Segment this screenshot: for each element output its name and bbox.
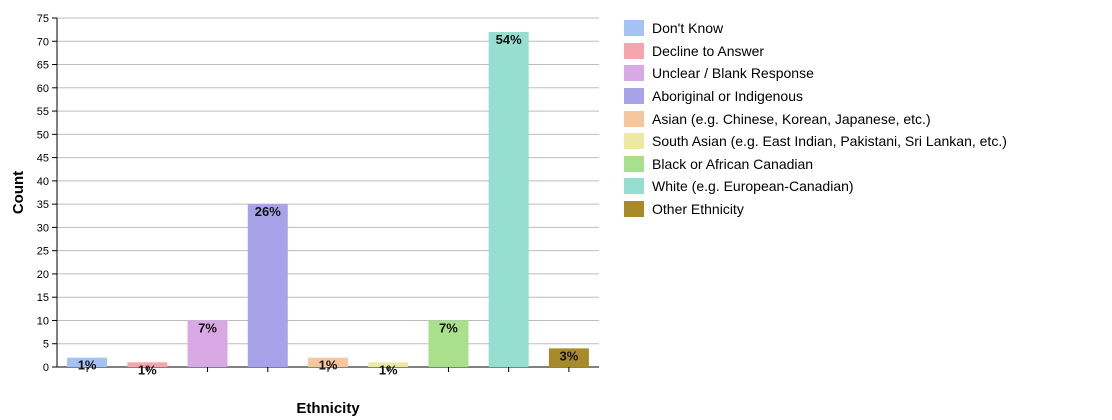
legend-swatch [624,42,644,59]
y-tick-label: 75 [37,13,49,25]
bar [308,357,348,367]
legend-swatch [624,88,644,105]
legend-swatch [624,201,644,218]
data-label: 1% [379,362,398,377]
legend-swatch [624,65,644,82]
data-label: 26% [255,204,281,219]
legend-label: Decline to Answer [652,42,765,59]
y-tick-label: 60 [37,83,49,95]
legend-label: Aboriginal or Indigenous [652,88,803,105]
legend-item: South Asian (e.g. East Indian, Pakistani… [624,130,1007,153]
legend-item: White (e.g. European-Canadian) [624,175,1007,198]
legend-swatch [624,178,644,195]
legend-item: Unclear / Blank Response [624,62,1007,85]
bar [127,362,168,367]
data-label: 1% [319,358,338,373]
y-tick-label: 35 [37,199,49,211]
y-tick-label: 50 [37,129,49,141]
legend-label: Unclear / Blank Response [652,65,814,82]
y-tick-label: 55 [37,106,49,118]
x-axis-ticks [86,367,570,372]
legend-swatch [624,155,644,172]
y-axis-ticks: 0 5 10 15 20 25 30 35 40 45 50 55 60 65 70 75 [37,13,57,374]
y-tick-label: 5 [43,339,49,351]
y-tick-label: 0 [43,362,49,374]
legend-swatch [624,133,644,150]
y-tick-label: 30 [37,222,49,234]
chart-legend: Don't Know Decline to Answer Unclear / Bla… [624,17,1007,220]
legend-swatch [624,110,644,127]
y-tick-label: 40 [37,176,49,188]
legend-item: Decline to Answer [624,40,1007,63]
data-label: 54% [496,32,522,47]
legend-label: Black or African Canadian [652,155,814,172]
x-axis-title: Ethnicity [296,400,360,417]
legend-label: Asian (e.g. Chinese, Korean, Japanese, e… [652,110,931,127]
data-label: 1% [78,358,97,373]
y-tick-label: 15 [37,292,49,304]
legend-label: White (e.g. European-Canadian) [652,178,854,195]
y-axis-title: Count [10,171,27,214]
bar [548,348,589,367]
legend-label: South Asian (e.g. East Indian, Pakistani… [652,133,1007,150]
legend-item: Asian (e.g. Chinese, Korean, Japanese, e… [624,107,1007,130]
data-label: 7% [198,320,217,335]
data-labels: 1% 1% 7% 26% 1% 1% 7% 54% 3% [78,32,579,377]
bar [428,320,469,367]
data-label: 7% [439,320,458,335]
bar-chart: 0 5 10 15 20 25 30 35 40 45 50 55 60 65 70 75 1% 1% 7% 26%… [10,13,599,417]
bar [187,320,228,367]
legend-item: Other Ethnicity [624,198,1007,221]
legend-swatch [624,20,644,37]
bar [67,357,108,367]
data-label: 3% [559,348,578,363]
y-tick-label: 70 [37,36,49,48]
legend-item: Don't Know [624,17,1007,40]
legend-label: Other Ethnicity [652,201,744,218]
bar [488,31,529,368]
y-tick-label: 65 [37,60,49,72]
bars [67,31,589,368]
y-tick-label: 45 [37,153,49,165]
legend-item: Black or African Canadian [624,153,1007,176]
y-tick-label: 10 [37,315,49,327]
legend-item: Aboriginal or Indigenous [624,85,1007,108]
y-tick-label: 20 [37,269,49,281]
bar [368,362,409,367]
y-tick-label: 25 [37,246,49,258]
legend-label: Don't Know [652,20,724,37]
data-label: 1% [138,362,157,377]
bar [247,204,288,367]
